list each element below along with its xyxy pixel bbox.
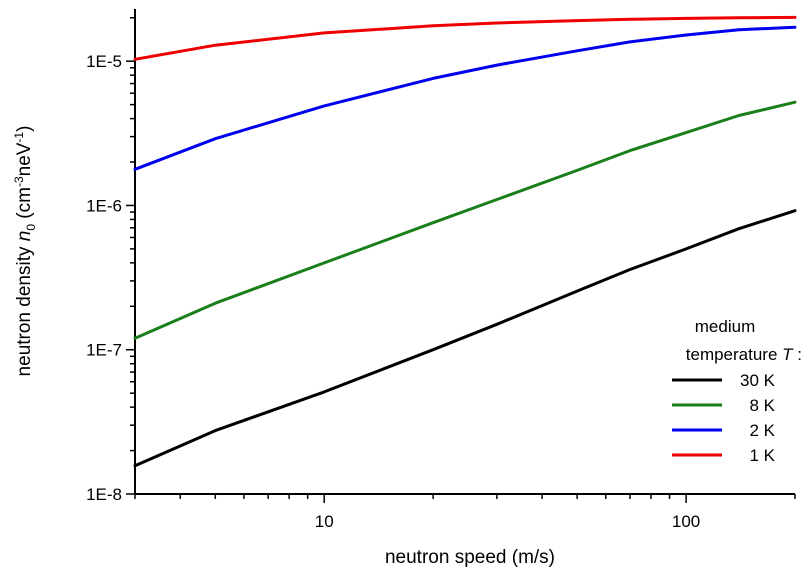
legend-title: temperature T : <box>686 345 802 364</box>
y-axis-title-variable: n <box>14 231 35 242</box>
legend-label: 1 K <box>749 446 775 465</box>
legend-title: medium <box>695 317 755 336</box>
x-axis-ticks: 10 100 <box>134 494 796 531</box>
y-axis-title-part: (cm <box>14 187 35 224</box>
series-line <box>133 25 797 171</box>
plot-area: 10 100 1E-8 1E-7 1E-6 1E-5 <box>86 9 797 531</box>
y-axis-title-part: ) <box>14 126 35 132</box>
y-axis-title-subscript: 0 <box>24 224 38 231</box>
series-line <box>133 100 797 340</box>
legend-title-variable: T <box>782 345 794 364</box>
legend-label: 30 K <box>740 371 776 390</box>
y-axis-ticks: 1E-8 1E-7 1E-6 1E-5 <box>86 17 135 504</box>
legend-label: 2 K <box>749 421 775 440</box>
series-lines <box>133 15 797 468</box>
legend-title-part: temperature <box>686 345 782 364</box>
y-tick-label: 1E-8 <box>86 485 122 504</box>
x-tick-label: 10 <box>315 512 334 531</box>
legend-entries: 30 K 8 K 2 K 1 K <box>672 371 776 465</box>
x-tick-label: 100 <box>672 512 700 531</box>
y-axis-title-superscript: -3 <box>12 176 26 187</box>
series-line <box>133 15 797 61</box>
y-axis-title-part: neutron density <box>14 241 35 376</box>
x-axis-title: neutron speed (m/s) <box>385 547 555 568</box>
legend-title-part: : <box>793 345 802 364</box>
legend: medium temperature T : 30 K 8 K 2 K 1 K <box>672 317 802 465</box>
y-tick-label: 1E-7 <box>86 341 122 360</box>
legend-label: 8 K <box>749 396 775 415</box>
y-tick-label: 1E-6 <box>86 196 122 215</box>
series-line <box>133 209 797 468</box>
y-axis-title: neutron density n0 (cm-3neV-1) <box>12 126 38 377</box>
y-axis-title-superscript: -1 <box>12 132 26 143</box>
y-axis-title-part: neV <box>14 142 35 176</box>
y-tick-label: 1E-5 <box>86 52 122 71</box>
